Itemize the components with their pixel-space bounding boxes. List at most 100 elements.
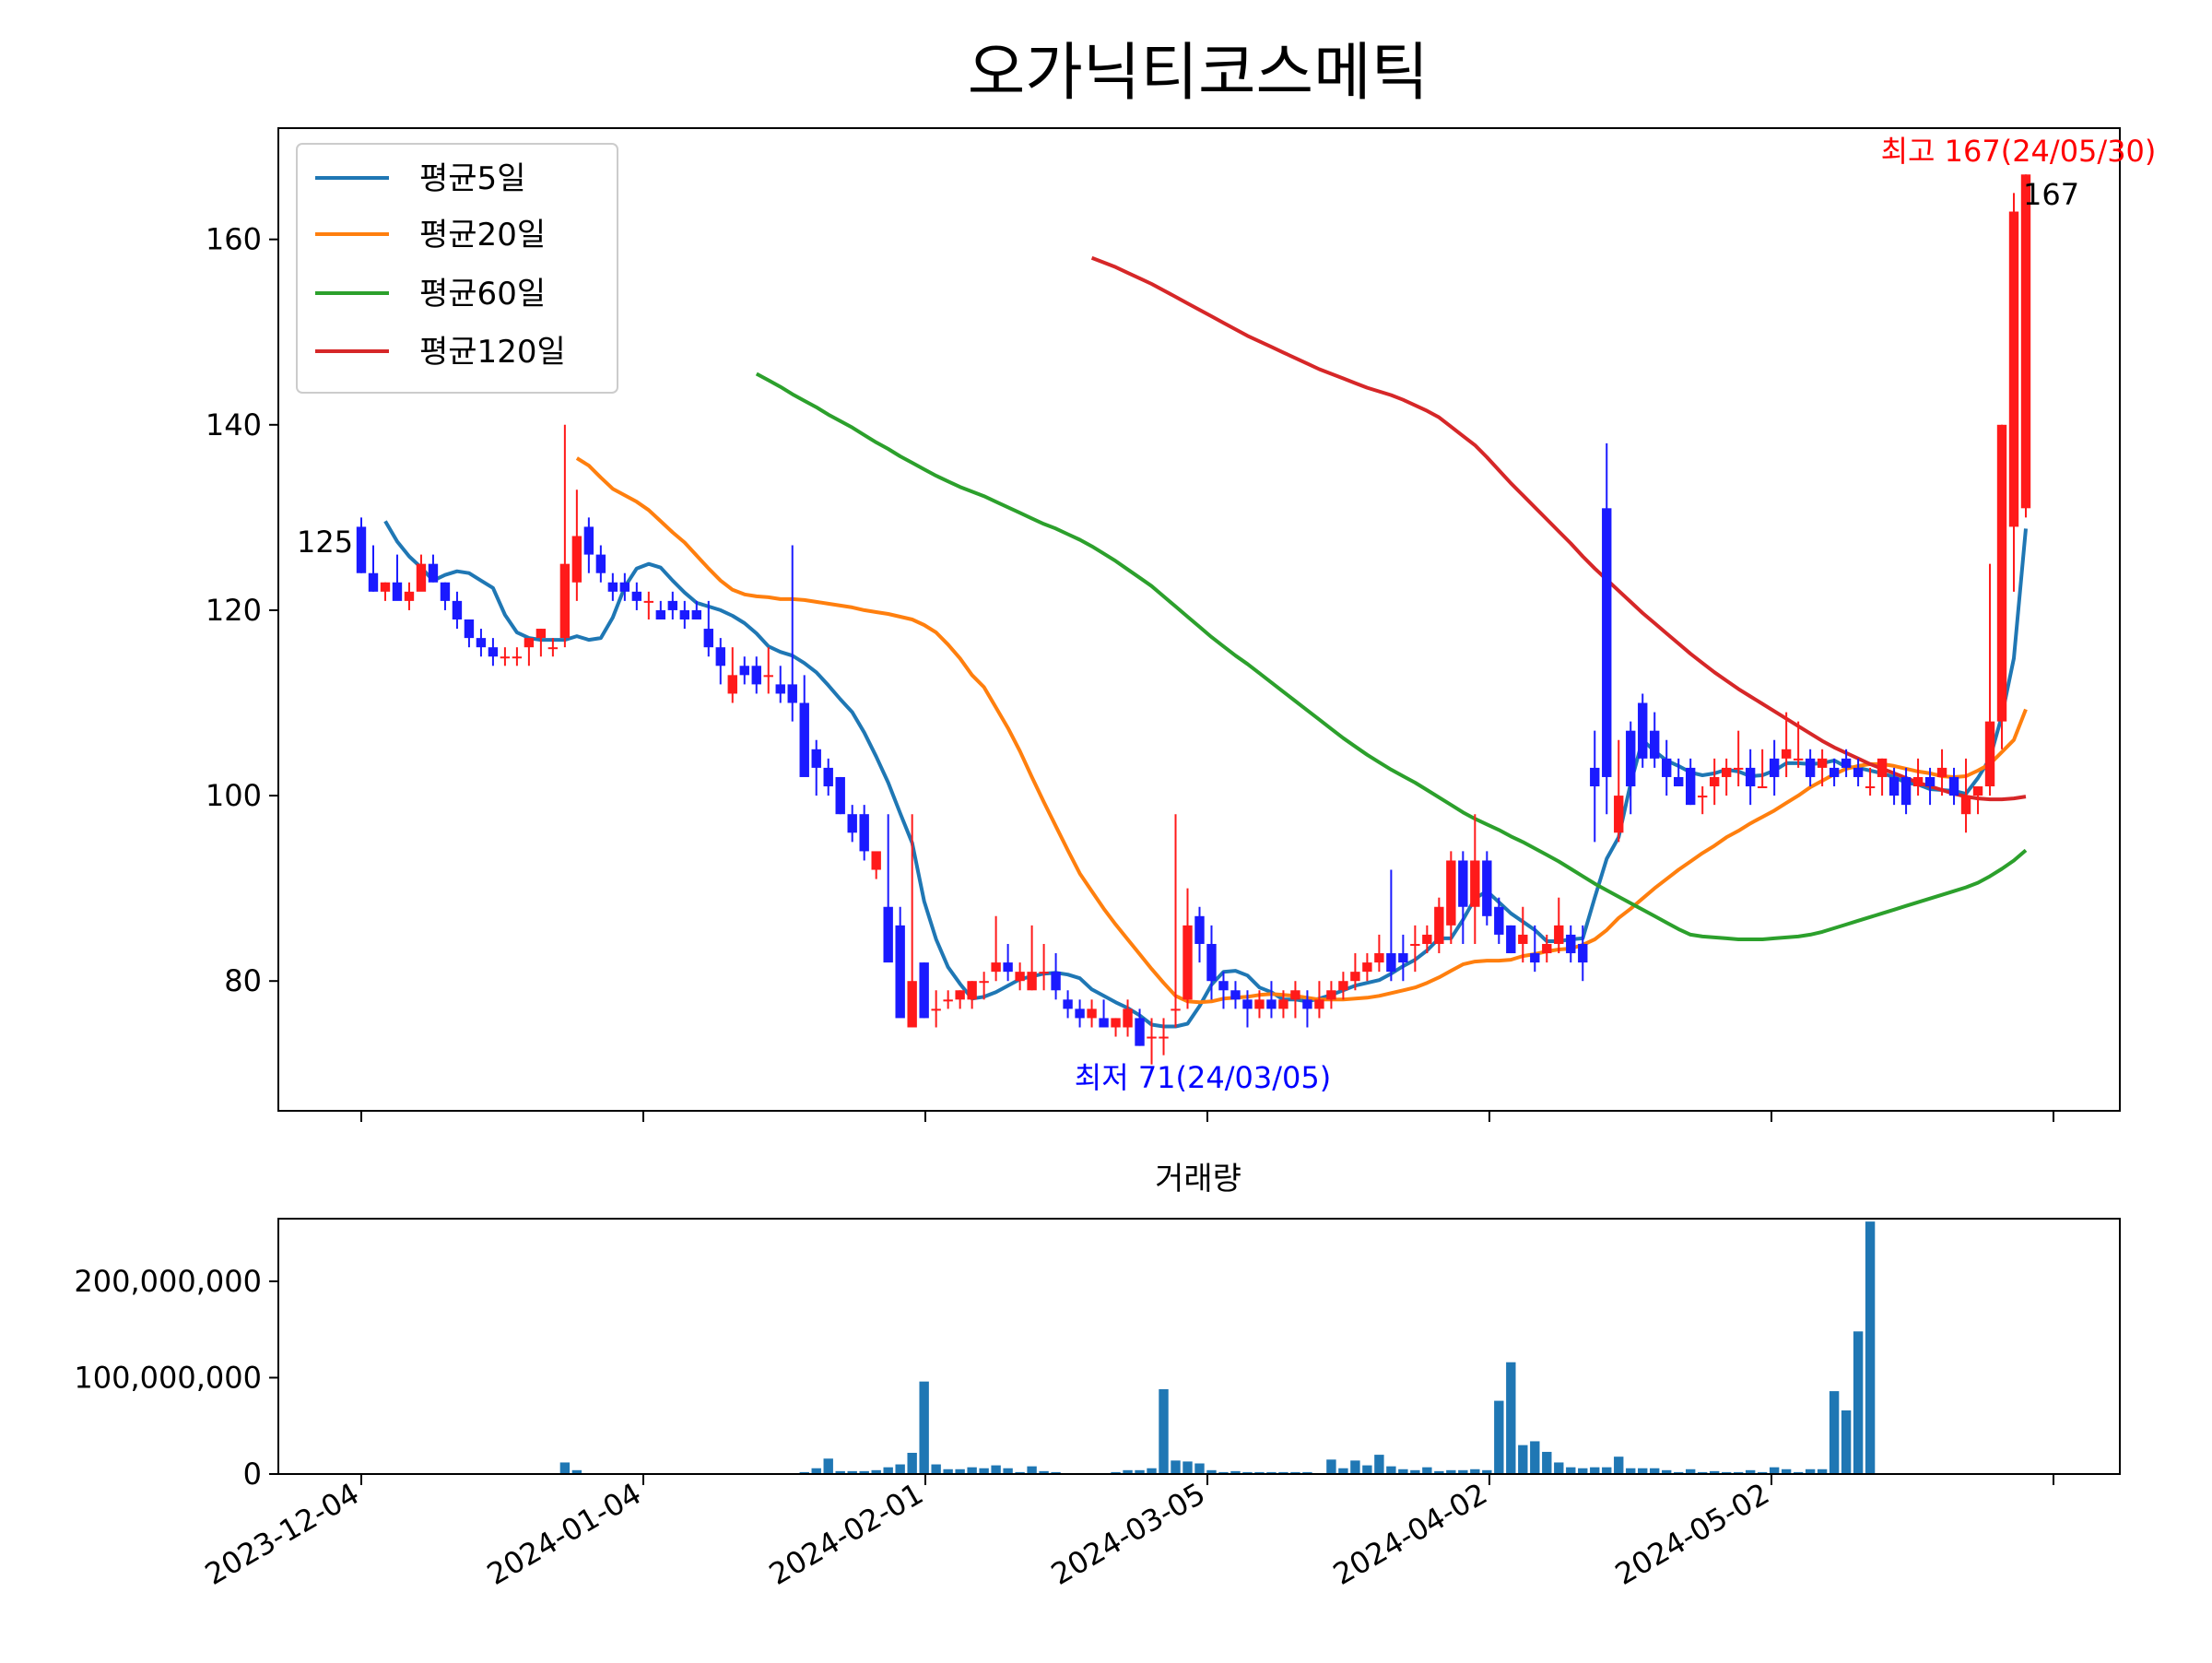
price-y-tick-label: 140 (206, 407, 262, 442)
candle-body (452, 600, 463, 619)
candle-body (763, 675, 773, 678)
volume-y-tick-label: 100,000,000 (74, 1360, 262, 1395)
candle-body (1434, 906, 1444, 944)
candle-body (1900, 776, 1912, 806)
volume-bar (1721, 1471, 1732, 1474)
candle-body (1686, 767, 1696, 806)
candle-body (1805, 758, 1816, 777)
candle-body (1147, 1036, 1157, 1039)
candle-body (1506, 925, 1516, 954)
candle-body (1410, 943, 1420, 946)
volume-bar (1733, 1471, 1744, 1474)
volume-y-tick-label: 200,000,000 (74, 1264, 262, 1299)
candle-body (1745, 767, 1756, 787)
candle-body (823, 767, 833, 787)
candle-body (1206, 943, 1217, 982)
candle-body (1936, 767, 1947, 777)
date-axis: 2023-12-04 2024-01-04 2024-02-01 2024-03-05… (199, 1111, 2054, 1592)
date-tick-label: 2024-04-02 (1327, 1476, 1493, 1592)
candle-body (619, 582, 630, 592)
candle-body (1350, 972, 1360, 982)
candle-body (1015, 972, 1025, 982)
candle-body (1697, 796, 1708, 798)
candle-body (428, 563, 439, 583)
volume-bar (883, 1467, 893, 1474)
price-y-tick-label: 100 (206, 778, 262, 813)
candle-body (1111, 1018, 1121, 1028)
candle-body (679, 609, 690, 619)
volume-bar (823, 1458, 833, 1474)
volume-bar (1242, 1471, 1253, 1474)
candle-body (991, 962, 1001, 973)
volume-bar (931, 1464, 941, 1474)
candle-body (1853, 767, 1864, 777)
candle-body (775, 684, 785, 694)
candle-body (907, 981, 917, 1028)
candle-body (1063, 999, 1073, 1009)
candle-body (1123, 1008, 1133, 1028)
candle-body (356, 526, 367, 573)
candle-body (979, 981, 989, 984)
candle-body (512, 656, 523, 659)
candle-body (1877, 758, 1888, 777)
volume-bar (1662, 1469, 1672, 1474)
candle-body (1135, 1018, 1145, 1046)
candle-body (2020, 174, 2031, 509)
candle-body (1494, 906, 1504, 935)
volume-bar (1566, 1467, 1576, 1474)
candle-body (1614, 796, 1624, 833)
candle-body (1733, 767, 1744, 770)
candle-body (1386, 953, 1396, 973)
candle-body (1518, 934, 1528, 944)
candle-body (1398, 953, 1408, 963)
volume-bar (967, 1467, 977, 1474)
volume-bar (1805, 1468, 1816, 1474)
candle-body (727, 675, 737, 694)
candle-body (859, 814, 869, 852)
legend-label-ma120: 평균120일 (419, 334, 566, 371)
candle-body (1757, 786, 1768, 789)
volume-bar (1135, 1469, 1145, 1474)
candle-body (847, 814, 857, 833)
candle-body (392, 582, 403, 601)
volume-bar (1626, 1468, 1636, 1474)
candle-body (1721, 767, 1732, 777)
legend-box (296, 143, 618, 394)
date-tick-label: 2024-02-01 (763, 1476, 929, 1592)
candle-body (1254, 999, 1265, 1009)
candle-body (1171, 1008, 1181, 1011)
candle-body (931, 1008, 941, 1011)
candle-body (811, 749, 821, 768)
candle-body (919, 962, 929, 1019)
candle-body (1888, 776, 1900, 796)
price-y-tick-label: 80 (224, 963, 262, 998)
candle-body (1817, 758, 1828, 768)
candle-body (1051, 972, 1061, 991)
volume-bar (1278, 1471, 1288, 1474)
candle-body (1626, 730, 1636, 787)
candle-body (1159, 1036, 1169, 1039)
candle-body (1087, 1008, 1097, 1019)
volume-bar (1602, 1467, 1612, 1474)
candle-body (1242, 999, 1253, 1009)
candle-body (835, 776, 845, 815)
candle-body (691, 609, 701, 619)
volume-y-tick-label: 0 (243, 1457, 262, 1492)
candle-body (1003, 962, 1013, 973)
candle-body (1662, 758, 1672, 777)
volume-bar (1686, 1468, 1696, 1474)
candle-body (787, 684, 797, 703)
candle-body (1960, 796, 1971, 815)
volume-bar (1781, 1468, 1792, 1474)
legend-label-ma60: 평균60일 (419, 276, 546, 313)
volume-bar (1745, 1469, 1756, 1474)
ma-line-1 (383, 520, 2028, 1029)
volume-bar (1829, 1391, 1840, 1474)
candle-body (1769, 758, 1780, 777)
candle-body (1039, 972, 1049, 974)
candle-body (631, 591, 642, 601)
volume-bar (1434, 1470, 1444, 1474)
candle-body (1554, 925, 1564, 944)
ma-line-3 (755, 372, 2028, 941)
